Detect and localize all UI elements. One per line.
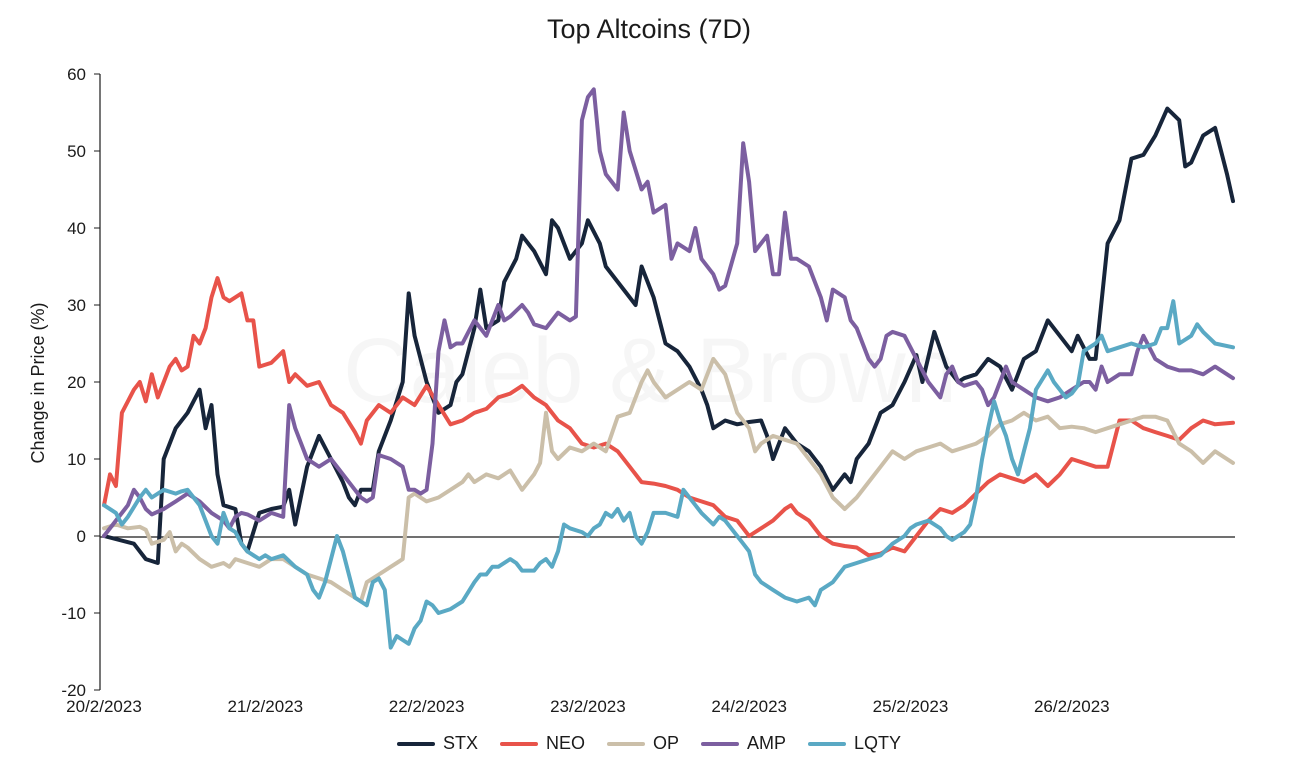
x-tick-label: 26/2/2023 <box>1034 697 1110 716</box>
y-tick-label: -10 <box>61 604 86 623</box>
x-tick-label: 21/2/2023 <box>227 697 303 716</box>
legend-item-op: OP <box>606 733 679 754</box>
y-tick-label: 50 <box>67 142 86 161</box>
legend-swatch <box>499 741 538 746</box>
y-tick-label: -20 <box>61 681 86 700</box>
series-line-stx <box>102 106 1235 565</box>
legend-swatch <box>396 741 435 746</box>
legend-swatch <box>606 741 645 746</box>
y-tick-label: 40 <box>67 219 86 238</box>
legend-item-amp: AMP <box>701 733 786 754</box>
x-tick-label: 25/2/2023 <box>873 697 949 716</box>
series-line-lqty <box>102 299 1235 650</box>
legend-item-lqty: LQTY <box>808 733 901 754</box>
y-axis-label: Change in Price (%) <box>28 302 48 463</box>
legend-item-stx: STX <box>396 733 478 754</box>
y-tick-label: 10 <box>67 450 86 469</box>
legend: STX NEO OP AMP LQTY <box>0 733 1298 754</box>
x-tick-label: 23/2/2023 <box>550 697 626 716</box>
legend-item-neo: NEO <box>499 733 585 754</box>
y-tick-label: 0 <box>77 527 86 546</box>
legend-label: AMP <box>747 733 787 753</box>
x-tick-label: 24/2/2023 <box>711 697 787 716</box>
x-tick-label: 20/2/2023 <box>66 697 142 716</box>
y-tick-label: 60 <box>67 65 86 84</box>
y-tick-label: 30 <box>67 296 86 315</box>
chart-title: Top Altcoins (7D) <box>546 14 752 44</box>
legend-swatch <box>701 741 739 746</box>
legend-label: STX <box>442 733 478 753</box>
legend-label: LQTY <box>854 733 902 753</box>
x-ticks-group: 20/2/2023 21/2/2023 22/2/2023 23/2/2023 24/2… <box>66 697 1109 716</box>
series-lines-group <box>102 87 1235 650</box>
legend-label: OP <box>652 733 679 753</box>
series-line-neo <box>102 276 1235 558</box>
series-line-amp <box>102 87 1235 538</box>
series-line-op <box>102 356 1235 604</box>
y-tick-label: 20 <box>67 373 86 392</box>
legend-label: NEO <box>545 733 585 753</box>
y-ticks-group: -20 -10 0 10 20 30 40 50 60 <box>61 65 100 700</box>
legend-swatch <box>808 741 847 746</box>
x-tick-label: 22/2/2023 <box>389 697 465 716</box>
